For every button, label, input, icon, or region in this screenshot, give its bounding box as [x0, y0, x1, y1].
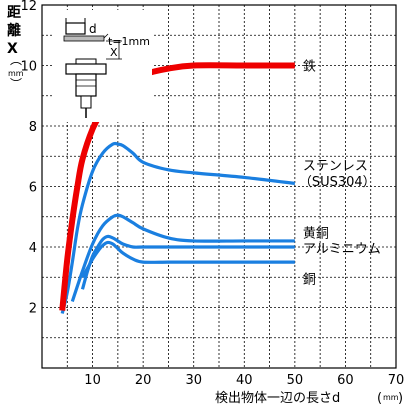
series-line-stainless	[60, 141, 296, 314]
x-tick-label: 30	[185, 373, 202, 388]
x-tick-label: 60	[337, 373, 354, 388]
series-line-copper	[81, 240, 295, 279]
inset-thickness-label: t=1mm	[108, 35, 150, 48]
xlabel-text: 検出物体一辺の長さd	[215, 391, 340, 406]
series-line-brass	[70, 213, 295, 302]
y-tick-label: 10	[20, 60, 37, 75]
sensor-nut	[65, 63, 107, 75]
y-tick-label: 8	[29, 120, 37, 135]
inset-d-label: d	[89, 22, 97, 36]
sensor-tail	[80, 95, 92, 109]
y-tick-label: 6	[29, 181, 37, 196]
sensor-head	[75, 58, 97, 65]
series-label-iron: 鉄	[303, 60, 316, 75]
y-tick-label: 12	[20, 0, 37, 14]
ylabel-paren-open: ︵	[10, 53, 22, 67]
inset-diagram: d t=1mm X	[52, 10, 152, 122]
series-label-aluminum: アルミニウム	[303, 242, 381, 257]
ylabel-paren-close: ︶	[10, 77, 22, 91]
ylabel-char-3: X	[7, 41, 18, 57]
x-tick-label: 70	[388, 373, 405, 388]
ylabel-char-2: 離	[7, 22, 21, 39]
xlabel-unit: mm	[383, 393, 399, 402]
ylabel-char-1: 距	[7, 5, 21, 21]
x-tick-label: 20	[135, 373, 152, 388]
xlabel-paren-close: )	[398, 391, 403, 406]
target-square	[65, 22, 86, 35]
tick-labels: 10 20 30 40 50 60 70 2 4 6 8 10 12	[20, 0, 404, 388]
xlabel-paren-open: (	[377, 391, 382, 406]
series-label-copper: 銅	[303, 273, 316, 288]
thickness-leader	[103, 33, 109, 39]
y-tick-label: 2	[29, 302, 37, 317]
inset-x-label: X	[110, 46, 118, 59]
series-label-brass: 黄銅	[303, 226, 329, 241]
ylabel-unit: mm	[8, 69, 24, 78]
x-tick-label: 10	[84, 373, 101, 388]
target-plate	[63, 35, 105, 42]
series-label-stainless-sub: （SUS304）	[299, 175, 376, 190]
sensor-body	[75, 73, 97, 97]
plot-frame	[41, 4, 397, 369]
x-axis-label: 検出物体一辺の長さd ( mm )	[215, 391, 403, 406]
y-axis-label: 距 離 X ︵ mm ︶	[7, 5, 24, 91]
series-line-aluminum	[80, 234, 295, 290]
y-tick-label: 4	[29, 241, 37, 256]
series-label-stainless: ステンレス	[303, 159, 368, 174]
x-tick-label: 40	[236, 373, 253, 388]
x-tick-label: 50	[287, 373, 304, 388]
